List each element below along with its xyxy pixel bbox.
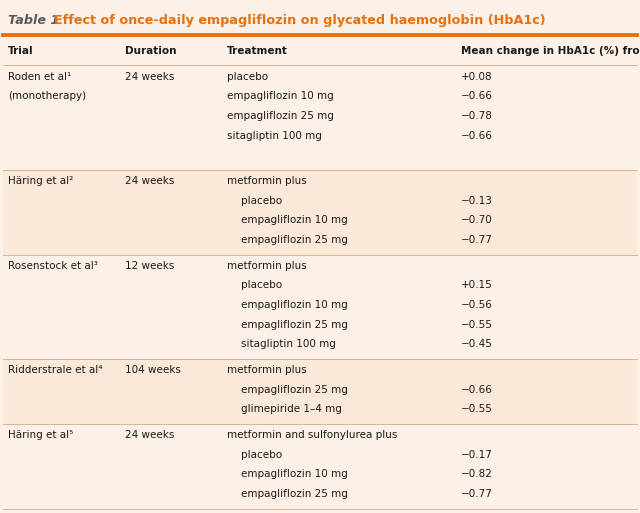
Text: 104 weeks: 104 weeks xyxy=(125,365,180,375)
Text: −0.66: −0.66 xyxy=(461,385,493,395)
Text: −0.66: −0.66 xyxy=(461,91,493,102)
Text: placebo: placebo xyxy=(227,72,268,82)
Text: 24 weeks: 24 weeks xyxy=(125,176,174,186)
Text: empagliflozin 10 mg: empagliflozin 10 mg xyxy=(241,469,348,480)
Text: Table 1: Table 1 xyxy=(8,14,59,27)
Text: empagliflozin 25 mg: empagliflozin 25 mg xyxy=(227,111,334,121)
Bar xyxy=(3,424,637,509)
Bar xyxy=(3,359,637,424)
Text: −0.82: −0.82 xyxy=(461,469,493,480)
Text: empagliflozin 10 mg: empagliflozin 10 mg xyxy=(227,91,334,102)
Text: sitagliptin 100 mg: sitagliptin 100 mg xyxy=(241,339,336,349)
Bar xyxy=(3,255,637,359)
Text: −0.55: −0.55 xyxy=(461,320,493,330)
Text: −0.45: −0.45 xyxy=(461,339,493,349)
Text: (monotherapy): (monotherapy) xyxy=(8,91,86,102)
Text: Rosenstock et al³: Rosenstock et al³ xyxy=(8,261,97,271)
Text: +0.08: +0.08 xyxy=(461,72,492,82)
Text: empagliflozin 25 mg: empagliflozin 25 mg xyxy=(241,489,348,499)
Text: placebo: placebo xyxy=(241,281,282,290)
Text: −0.55: −0.55 xyxy=(461,404,493,415)
Text: 12 weeks: 12 weeks xyxy=(125,261,174,271)
Text: −0.66: −0.66 xyxy=(461,131,493,141)
Bar xyxy=(3,66,637,170)
Text: Effect of once-daily empagliflozin on glycated haemoglobin (HbA1c): Effect of once-daily empagliflozin on gl… xyxy=(54,14,546,27)
Text: metformin plus: metformin plus xyxy=(227,365,307,375)
Text: empagliflozin 25 mg: empagliflozin 25 mg xyxy=(241,385,348,395)
Text: −0.56: −0.56 xyxy=(461,300,493,310)
Text: empagliflozin 10 mg: empagliflozin 10 mg xyxy=(241,300,348,310)
Text: −0.70: −0.70 xyxy=(461,215,493,225)
Text: 24 weeks: 24 weeks xyxy=(125,430,174,440)
Text: Ridderstrale et al⁴: Ridderstrale et al⁴ xyxy=(8,365,102,375)
Text: metformin plus: metformin plus xyxy=(227,261,307,271)
Text: 24 weeks: 24 weeks xyxy=(125,72,174,82)
Text: glimepiride 1–4 mg: glimepiride 1–4 mg xyxy=(241,404,342,415)
Text: +0.15: +0.15 xyxy=(461,281,493,290)
Text: −0.17: −0.17 xyxy=(461,450,493,460)
Text: Häring et al²: Häring et al² xyxy=(8,176,73,186)
Text: metformin and sulfonylurea plus: metformin and sulfonylurea plus xyxy=(227,430,397,440)
Text: Mean change in HbA1c (%) from baseline: Mean change in HbA1c (%) from baseline xyxy=(461,46,640,56)
Text: metformin plus: metformin plus xyxy=(227,176,307,186)
Text: placebo: placebo xyxy=(241,195,282,206)
Text: −0.78: −0.78 xyxy=(461,111,493,121)
Bar xyxy=(3,170,637,255)
Text: Duration: Duration xyxy=(125,46,176,56)
Text: Trial: Trial xyxy=(8,46,33,56)
Text: placebo: placebo xyxy=(241,450,282,460)
Text: sitagliptin 100 mg: sitagliptin 100 mg xyxy=(227,131,322,141)
Text: empagliflozin 25 mg: empagliflozin 25 mg xyxy=(241,320,348,330)
Text: Treatment: Treatment xyxy=(227,46,288,56)
Text: Roden et al¹: Roden et al¹ xyxy=(8,72,71,82)
Text: Häring et al⁵: Häring et al⁵ xyxy=(8,430,73,440)
Text: −0.13: −0.13 xyxy=(461,195,493,206)
Text: −0.77: −0.77 xyxy=(461,489,493,499)
Text: empagliflozin 25 mg: empagliflozin 25 mg xyxy=(241,235,348,245)
Text: empagliflozin 10 mg: empagliflozin 10 mg xyxy=(241,215,348,225)
Text: −0.77: −0.77 xyxy=(461,235,493,245)
